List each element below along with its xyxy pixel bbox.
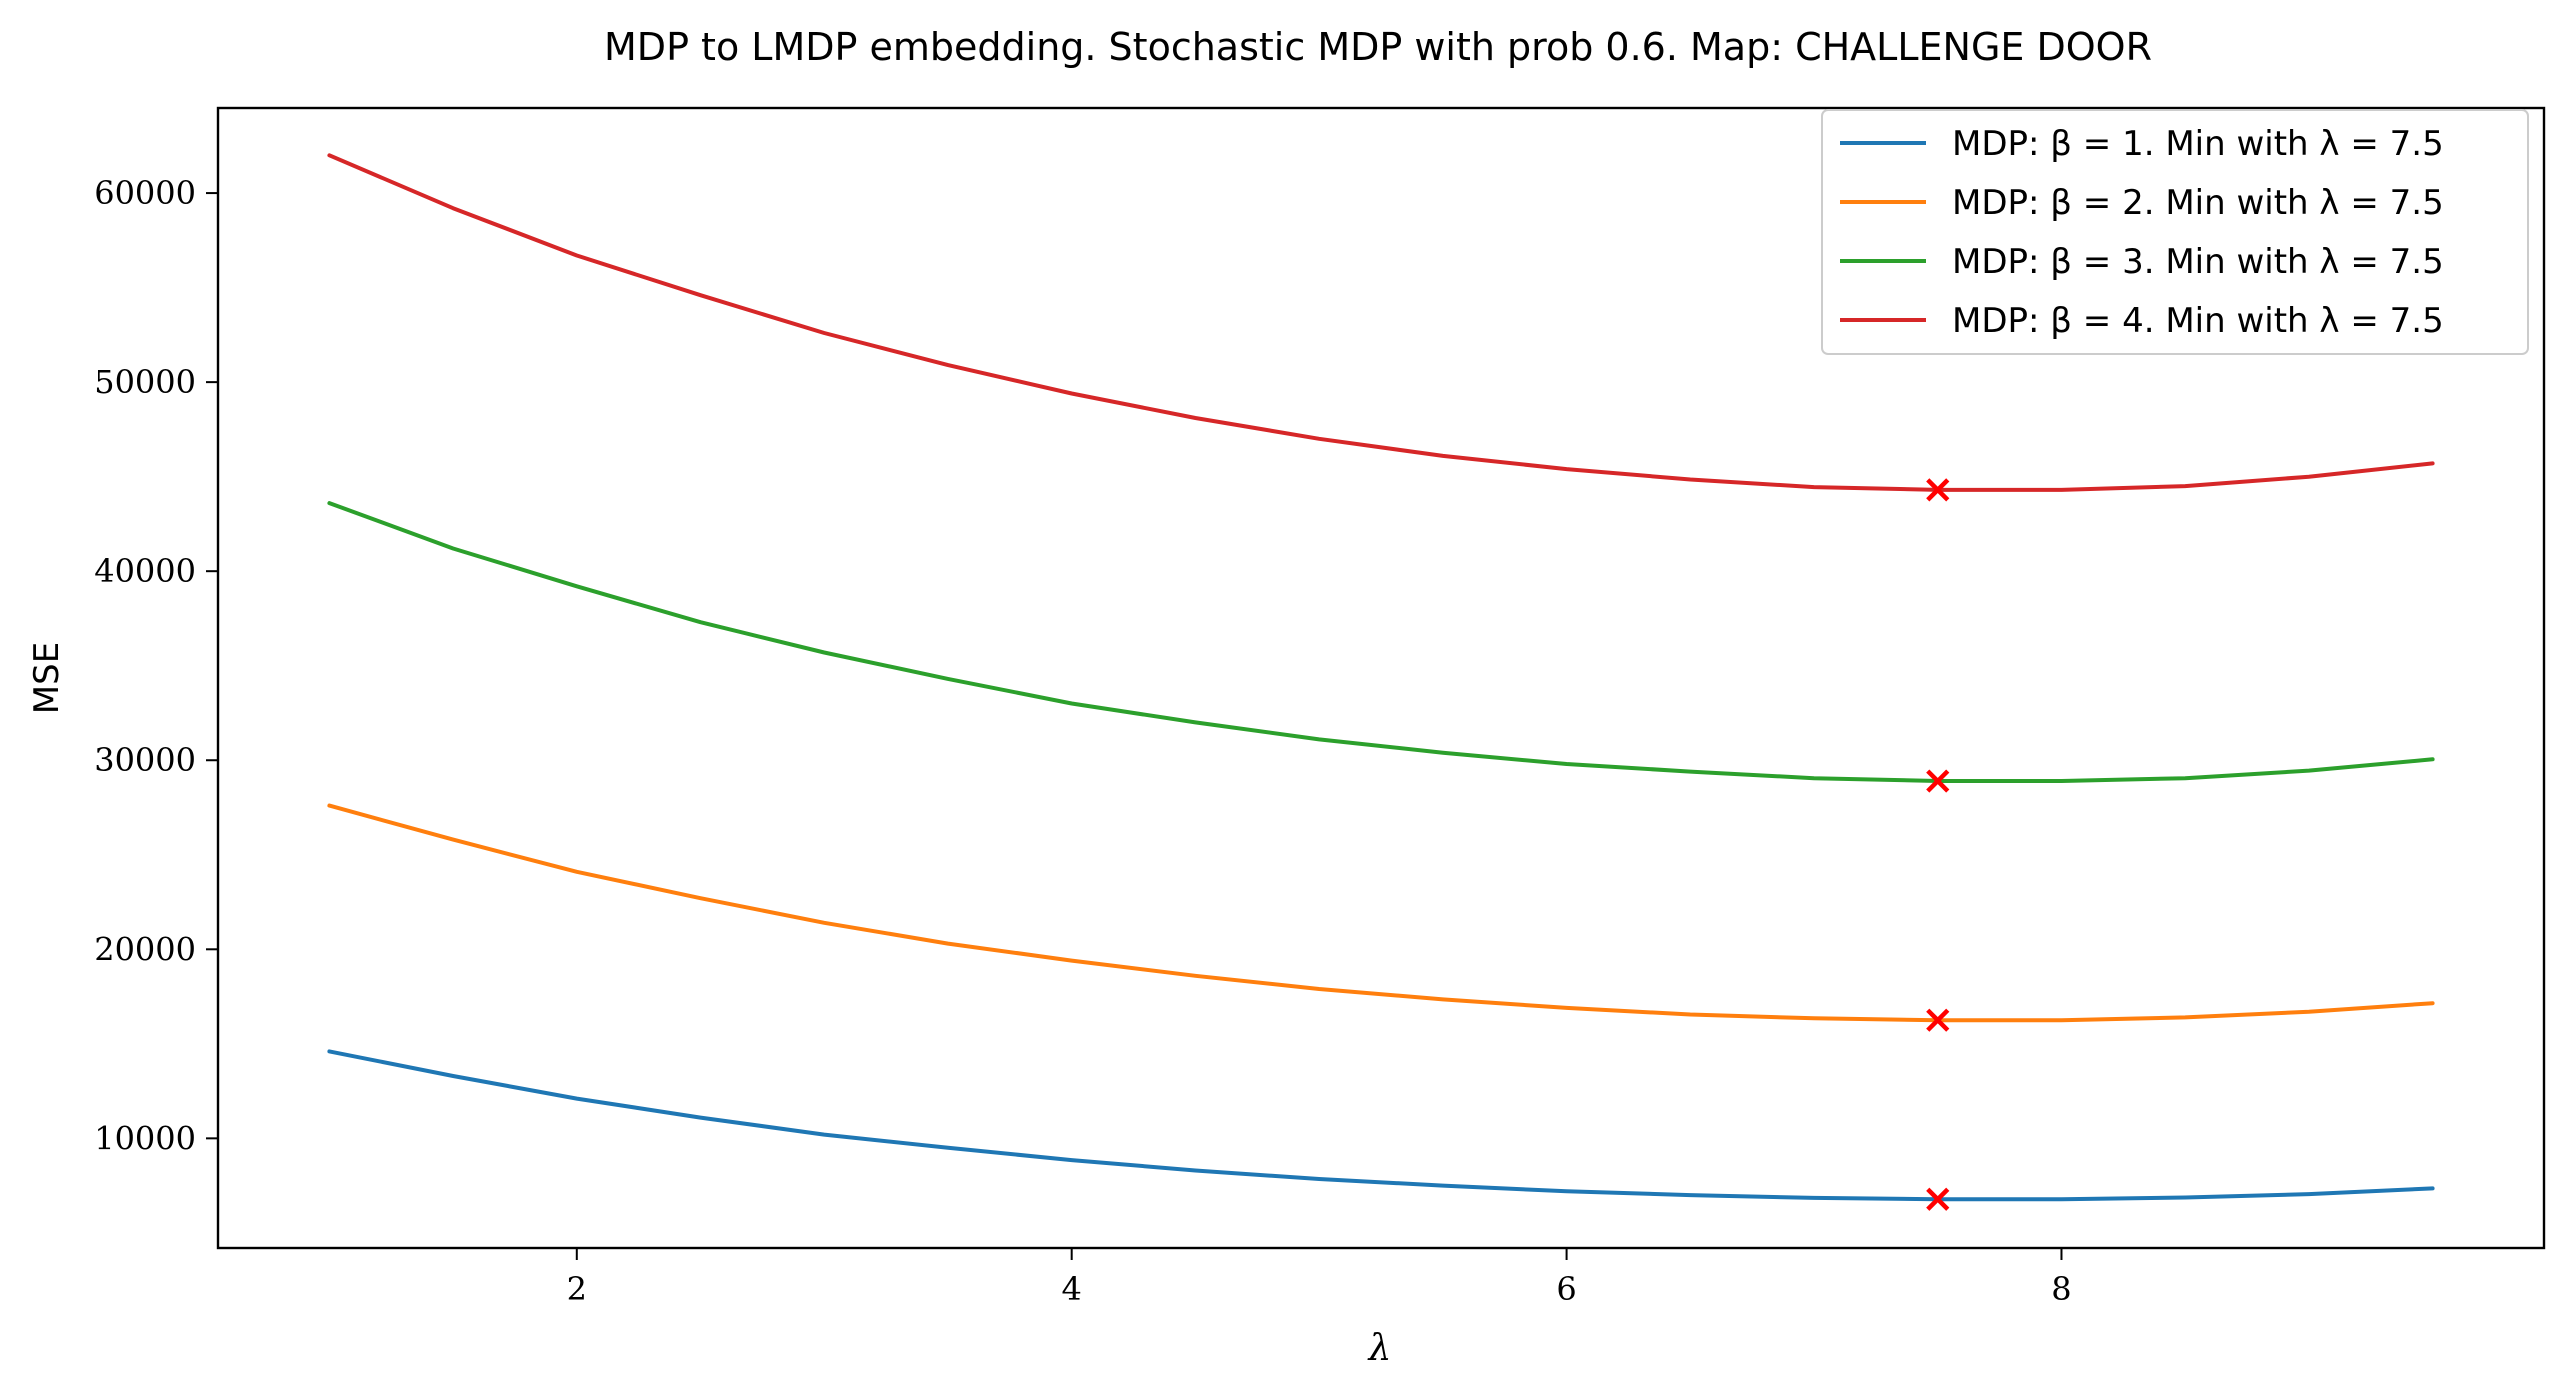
min-marker-stroke	[1926, 769, 1950, 793]
x-tick-label: 8	[2051, 1270, 2071, 1308]
x-axis-ticks: 2 4 6 8	[567, 1248, 2072, 1308]
legend-label-beta-1: MDP: β = 1. Min with λ = 7.5	[1952, 124, 2444, 164]
legend-box	[1821, 109, 2529, 355]
y-axis-label: MSE	[27, 642, 67, 714]
y-tick-label: 30000	[94, 741, 196, 779]
legend-label-beta-2: MDP: β = 2. Min with λ = 7.5	[1952, 183, 2444, 223]
y-tick-label: 60000	[94, 174, 196, 212]
x-tick-label: 6	[1556, 1270, 1576, 1308]
y-tick-label: 40000	[94, 552, 196, 590]
legend-label-beta-4: MDP: β = 4. Min with λ = 7.5	[1952, 301, 2444, 341]
series-line-beta-2	[327, 803, 2435, 1023]
x-tick-label: 2	[567, 1270, 587, 1308]
legend: MDP: β = 1. Min with λ = 7.5 MDP: β = 2. …	[1821, 109, 2529, 355]
y-tick-label: 10000	[94, 1119, 196, 1157]
y-tick-label: 20000	[94, 930, 196, 968]
min-marker-beta-3	[1926, 769, 1950, 793]
chart-title: MDP to LMDP embedding. Stochastic MDP wi…	[604, 25, 2152, 69]
min-markers	[1926, 478, 1950, 1211]
min-marker-stroke	[1926, 1008, 1950, 1032]
series-line-beta-1	[327, 1049, 2435, 1202]
min-marker-beta-2	[1926, 1008, 1950, 1032]
series-line-beta-4	[327, 153, 2435, 492]
min-marker-stroke	[1926, 478, 1950, 502]
x-tick-label: 4	[1062, 1270, 1082, 1308]
min-marker-stroke	[1926, 1187, 1950, 1211]
y-axis-ticks: 10000 20000 30000 40000 50000 60000	[94, 174, 218, 1157]
plot-frame	[216, 106, 2546, 1250]
min-marker-beta-1	[1926, 1187, 1950, 1211]
series-line-beta-3	[327, 501, 2435, 783]
min-marker-beta-4	[1926, 478, 1950, 502]
legend-label-beta-3: MDP: β = 3. Min with λ = 7.5	[1952, 242, 2444, 282]
series-lines	[327, 153, 2435, 1202]
x-axis-label: λ	[1367, 1328, 1392, 1369]
y-tick-label: 50000	[94, 363, 196, 401]
